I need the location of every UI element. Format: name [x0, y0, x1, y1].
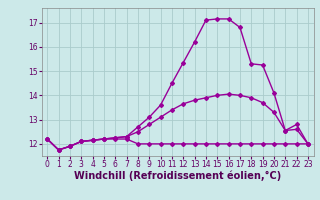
X-axis label: Windchill (Refroidissement éolien,°C): Windchill (Refroidissement éolien,°C) [74, 171, 281, 181]
